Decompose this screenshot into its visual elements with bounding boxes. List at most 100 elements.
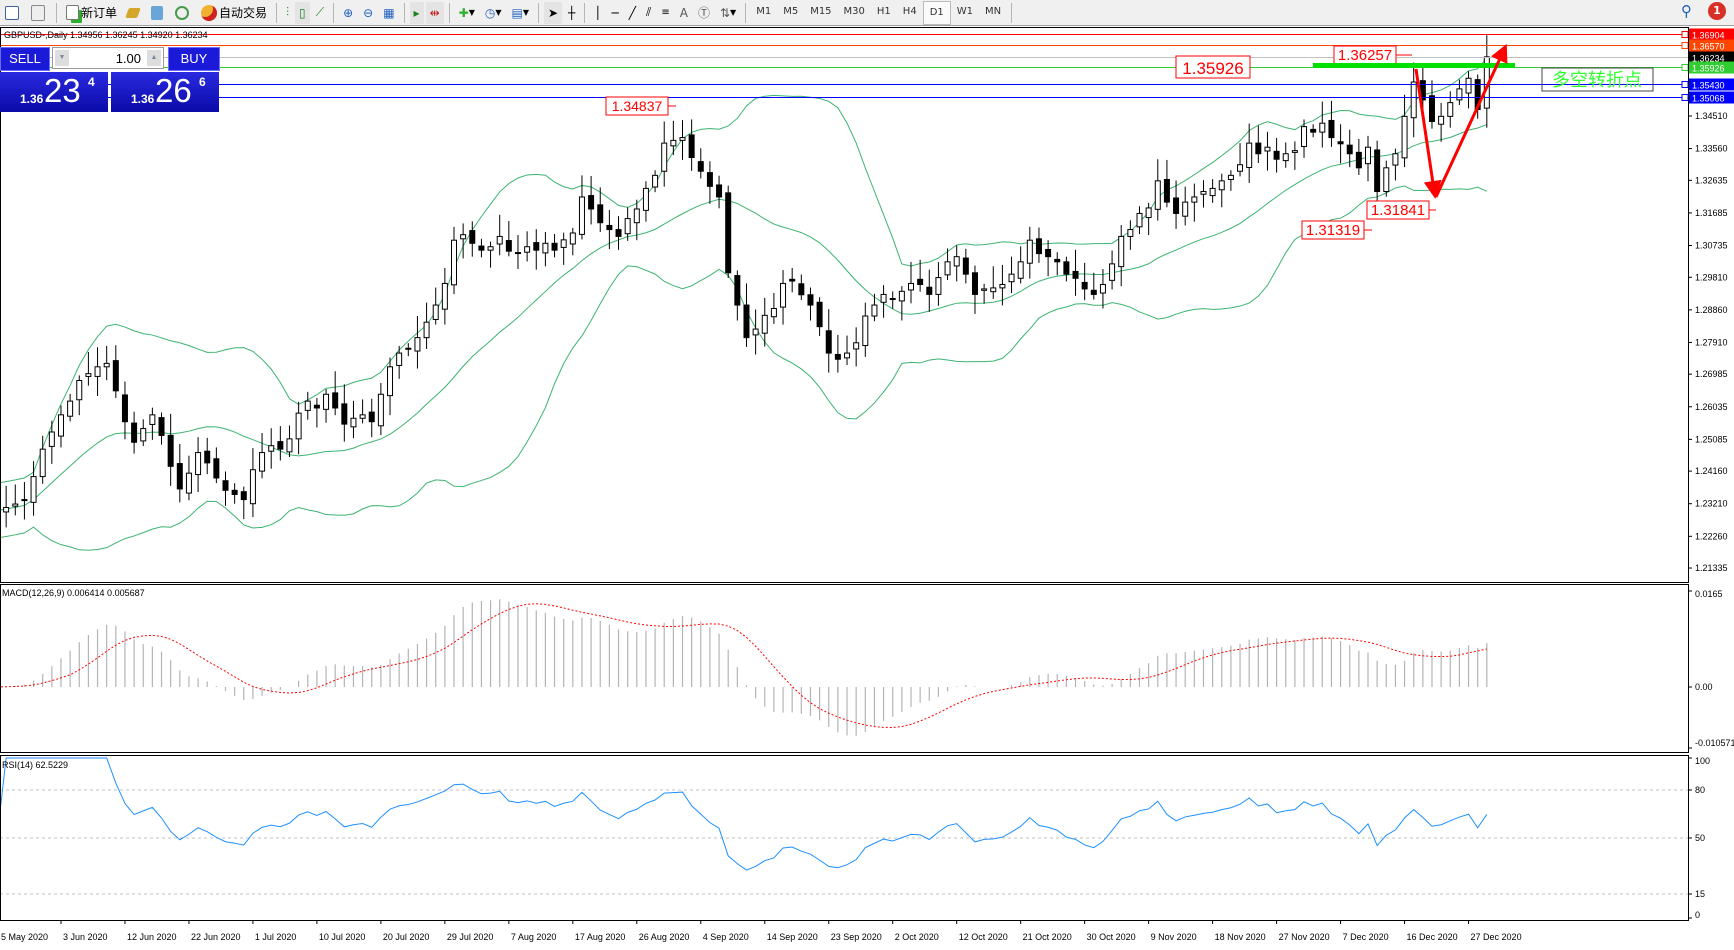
search-icon[interactable]: ⚲ <box>1681 2 1692 20</box>
candle <box>798 274 805 300</box>
text-button[interactable]: A <box>676 2 692 24</box>
fibonacci-button[interactable]: ≡ <box>657 2 673 24</box>
bear-candle-body <box>734 275 741 306</box>
candle <box>908 261 914 304</box>
candle <box>1008 256 1015 294</box>
price-line-tag-label: 1.35068 <box>1692 94 1725 104</box>
chart-list-button[interactable] <box>1 2 25 24</box>
bear-candle-body <box>131 422 138 443</box>
tile-windows-button[interactable]: ▦ <box>379 2 398 24</box>
bull-candle-body <box>542 242 549 254</box>
bull-candle-body <box>1136 212 1143 228</box>
zoom-in-button[interactable]: ⊕ <box>339 2 357 24</box>
indicators-button[interactable]: ✚ ▼ <box>458 5 475 20</box>
bear-candle-body <box>222 480 229 491</box>
print-preview-button[interactable] <box>27 2 51 24</box>
candle <box>560 232 567 265</box>
candle <box>277 426 284 461</box>
timeframe-h1[interactable]: H1 <box>876 5 891 17</box>
bear-candle-body <box>551 242 558 251</box>
bull-candle-body <box>487 246 494 251</box>
bar-chart-button[interactable]: ⫶ <box>282 2 293 24</box>
equidistant-channel-button[interactable]: ⫽ <box>642 2 655 24</box>
text-label-button[interactable]: Ⓣ <box>694 2 714 24</box>
arrows-button[interactable]: ⇅ ▼ <box>719 5 737 20</box>
chart-shift-button[interactable]: ⇹ <box>425 1 444 24</box>
candle <box>716 175 723 209</box>
candle <box>569 227 576 256</box>
navigator-button[interactable] <box>147 2 169 24</box>
timeframe-h4[interactable]: H4 <box>902 5 917 17</box>
bull-candle-body <box>862 315 869 347</box>
bear-candle-body <box>1355 151 1362 169</box>
bull-candle-body <box>39 448 46 478</box>
templates-button[interactable]: ▤ ▼ <box>511 5 529 20</box>
bull-candle-body <box>1319 122 1326 133</box>
cursor-button[interactable]: ➤ <box>543 1 563 24</box>
crosshair-button[interactable]: ┼ <box>564 2 579 24</box>
bull-candle-body <box>149 414 156 425</box>
price-label-box <box>605 96 669 116</box>
timeframe-d1[interactable]: D1 <box>922 0 951 25</box>
timeframe-m15[interactable]: M15 <box>810 5 832 17</box>
candle <box>514 235 521 270</box>
magnifier-page-icon <box>31 4 45 21</box>
rsi-line <box>0 757 1488 871</box>
periods-button[interactable]: ◷ ▼ <box>484 5 502 20</box>
candle <box>469 221 476 257</box>
trendline-button[interactable]: ╱ <box>625 2 640 24</box>
candle <box>844 335 851 366</box>
timeframe-w1[interactable]: W1 <box>956 5 973 17</box>
timeframe-m30[interactable]: M30 <box>843 5 865 17</box>
candle <box>268 428 275 469</box>
buy-button[interactable]: BUY <box>168 47 220 71</box>
volume-decrease-button[interactable]: ▼ <box>55 50 69 66</box>
bull-candle-body <box>1410 81 1417 119</box>
ask-price-button[interactable]: 1.36 26 6 <box>111 72 219 112</box>
timeframe-mn[interactable]: MN <box>985 5 1002 17</box>
date-label: 9 Nov 2020 <box>1151 932 1197 942</box>
candle <box>1218 173 1225 208</box>
bear-candle-body <box>1090 289 1097 295</box>
bear-candle-body <box>1054 258 1061 263</box>
sell-button[interactable]: SELL <box>0 47 50 71</box>
horizontal-line-button[interactable]: ─ <box>608 2 623 24</box>
candle <box>350 400 357 439</box>
candle <box>323 389 330 423</box>
timeframe-m1[interactable]: M1 <box>756 5 772 17</box>
candle <box>1227 170 1234 191</box>
candle <box>149 407 156 440</box>
bear-candle-body <box>706 172 713 187</box>
timeframe-m5[interactable]: M5 <box>783 5 799 17</box>
candle <box>176 444 183 503</box>
vertical-line-button[interactable]: │ <box>590 2 605 24</box>
zoom-out-button[interactable]: ⊖ <box>359 2 377 24</box>
candle <box>642 181 649 222</box>
volume-increase-button[interactable]: ▲ <box>147 50 161 66</box>
signals-button[interactable] <box>171 2 195 24</box>
separator <box>448 2 450 23</box>
volume-field[interactable]: ▼ 1.00 ▲ <box>52 47 164 69</box>
bid-price-button[interactable]: 1.36 23 4 <box>0 72 108 112</box>
candle <box>240 486 247 520</box>
market-watch-button[interactable] <box>123 2 145 24</box>
candle <box>1099 269 1106 309</box>
bull-candle-body <box>1401 115 1408 159</box>
line-chart-button[interactable]: ⟋ <box>312 2 328 24</box>
volume-value[interactable]: 1.00 <box>115 51 141 66</box>
auto-trading-button[interactable]: 自动交易 <box>197 2 271 24</box>
auto-trade-label: 自动交易 <box>219 6 268 20</box>
new-order-button[interactable]: 新订单 <box>62 2 121 24</box>
auto-scroll-button[interactable]: ▸ <box>409 1 424 24</box>
candlestick-button[interactable]: ▯ <box>295 1 310 24</box>
date-label: 30 Oct 2020 <box>1087 932 1136 942</box>
candle <box>1118 225 1125 287</box>
macd-tick-label: 0.00 <box>1695 682 1713 692</box>
price-tick-label: 1.25085 <box>1695 434 1728 444</box>
bear-candle-body <box>1072 270 1079 279</box>
candle <box>1291 141 1298 170</box>
notification-badge[interactable]: 1 <box>1708 2 1726 20</box>
price-line-tag <box>1689 61 1734 74</box>
bear-candle-body <box>231 489 238 495</box>
